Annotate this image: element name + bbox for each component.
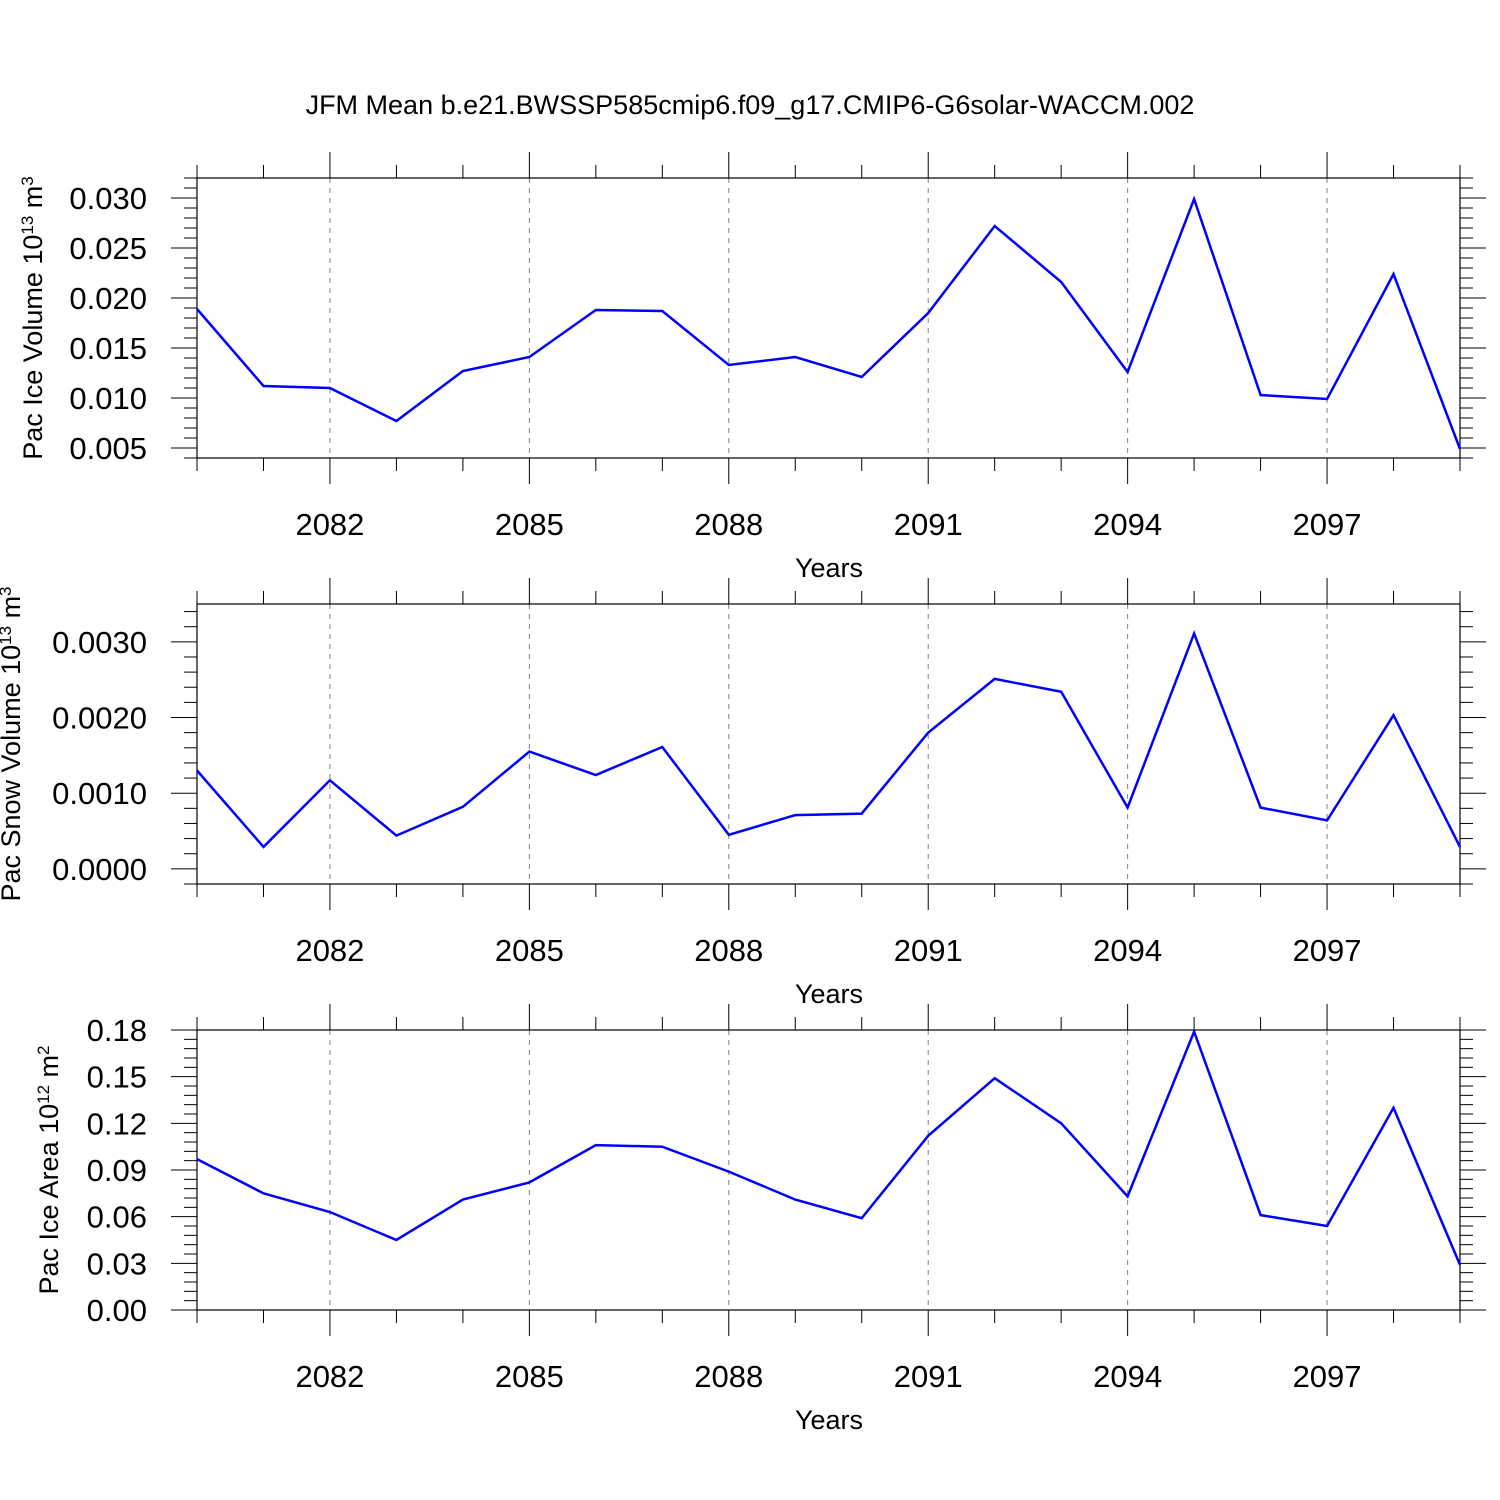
y-tick-label: 0.030	[69, 181, 147, 216]
x-tick-label: 2097	[1293, 507, 1362, 542]
x-axis-label: Years	[795, 553, 863, 583]
y-tick-label: 0.020	[69, 281, 147, 316]
y-tick-label: 0.025	[69, 231, 147, 266]
y-tick-label: 0.0030	[52, 625, 147, 660]
panel-3: 0.00 0.03 0.06 0.09 0.12 0.15 0.18 2082 2085 2088…	[34, 1004, 1486, 1435]
y-axis-label: Pac Ice Volume 1013 m3	[18, 176, 49, 460]
plot-frame	[196, 1029, 1461, 1311]
x-tick-label: 2091	[894, 933, 963, 968]
x-tick-label: 2082	[295, 507, 364, 542]
y-tick-label: 0.12	[87, 1106, 147, 1141]
y-tick-label: 0.0010	[52, 776, 147, 811]
y-tick-label: 0.0020	[52, 701, 147, 736]
x-tick-label: 2088	[694, 507, 763, 542]
series-line	[196, 195, 1462, 450]
x-tick-label: 2082	[295, 1359, 364, 1394]
x-tick-label: 2085	[495, 933, 564, 968]
x-axis-label: Years	[795, 979, 863, 1009]
y-tick-label: 0.18	[87, 1013, 147, 1048]
x-tick-label: 2094	[1093, 933, 1162, 968]
y-tick-label: 0.03	[87, 1246, 147, 1281]
x-tick-label: 2091	[894, 507, 963, 542]
x-tick-label: 2094	[1093, 507, 1162, 542]
y-tick-label: 0.06	[87, 1200, 147, 1235]
y-tick-label: 0.010	[69, 381, 147, 416]
x-tick-label: 2097	[1293, 1359, 1362, 1394]
figure-title: JFM Mean b.e21.BWSSP585cmip6.f09_g17.CMI…	[306, 90, 1195, 120]
y-tick-label: 0.0000	[52, 852, 147, 887]
series-line	[196, 629, 1462, 849]
y-tick-label: 0.00	[87, 1293, 147, 1328]
y-tick-label: 0.005	[69, 431, 147, 466]
x-tick-label: 2085	[495, 1359, 564, 1394]
y-axis-label: Pac Snow Volume 1013 m3	[0, 586, 26, 901]
panels-container: 0.005 0.010 0.015 0.020 0.025 0.030 2082 2085 20…	[0, 152, 1486, 1435]
x-tick-label: 2088	[694, 933, 763, 968]
x-tick-label: 2091	[894, 1359, 963, 1394]
y-tick-label: 0.15	[87, 1060, 147, 1095]
x-tick-label: 2094	[1093, 1359, 1162, 1394]
plot-frame	[196, 603, 1461, 885]
x-tick-label: 2097	[1293, 933, 1362, 968]
y-tick-label: 0.09	[87, 1153, 147, 1188]
y-tick-label: 0.015	[69, 331, 147, 366]
panel-1: 0.005 0.010 0.015 0.020 0.025 0.030 2082 2085 20…	[18, 152, 1486, 583]
panel-2: 0.0000 0.0010 0.0020 0.0030 2082 2085 2088 2091…	[0, 578, 1486, 1009]
x-axis-label: Years	[795, 1405, 863, 1435]
x-tick-label: 2082	[295, 933, 364, 968]
series-line	[196, 1028, 1462, 1266]
y-axis-label: Pac Ice Area 1012 m2	[34, 1045, 65, 1294]
x-tick-label: 2085	[495, 507, 564, 542]
x-tick-label: 2088	[694, 1359, 763, 1394]
